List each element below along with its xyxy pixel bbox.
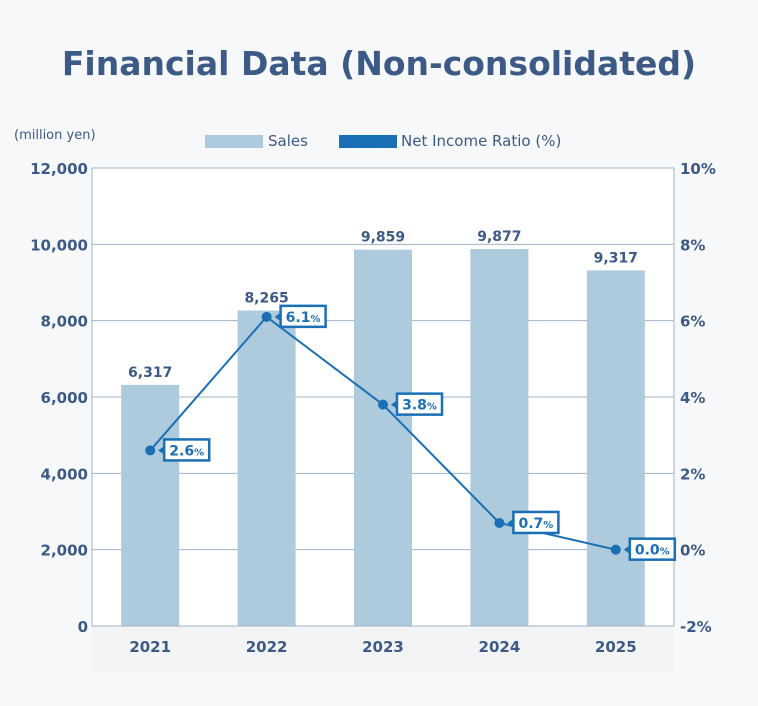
net-income-data-label: 3.8% [402, 398, 437, 414]
x-tick-label: 2025 [595, 638, 637, 656]
left-tick-label: 0 [78, 618, 88, 636]
left-tick-label: 10,000 [30, 236, 88, 254]
unit-label: (million yen) [14, 128, 96, 143]
sales-bar [470, 249, 529, 626]
legend-swatch-net-income [339, 135, 397, 148]
percent-sign: % [427, 402, 437, 413]
left-tick-label: 2,000 [41, 542, 88, 560]
left-tick-label: 4,000 [41, 465, 88, 483]
sales-data-label: 9,317 [594, 250, 638, 266]
left-tick-label: 12,000 [30, 160, 88, 178]
sales-data-label: 9,859 [361, 230, 405, 246]
sales-data-label: 8,265 [244, 291, 288, 307]
net-income-point [378, 399, 388, 410]
right-tick-label: 2% [680, 465, 705, 483]
net-income-point [261, 311, 272, 322]
x-axis-band [92, 626, 674, 672]
legend-label-net-income: Net Income Ratio (%) [401, 132, 561, 150]
right-tick-label: 4% [680, 389, 705, 407]
percent-sign: % [194, 447, 204, 458]
net-income-point [145, 445, 156, 456]
percent-sign: % [310, 314, 320, 325]
net-income-label-box [628, 537, 677, 561]
right-tick-label: 6% [680, 313, 705, 331]
sales-data-label: 9,877 [477, 229, 521, 245]
x-tick-label: 2022 [246, 638, 288, 656]
net-income-data-label: 0.0% [635, 543, 670, 559]
right-tick-label: -2% [680, 618, 712, 636]
sales-bar [586, 270, 645, 626]
right-tick-label: 8% [680, 236, 705, 254]
net-income-data-label: 0.7% [518, 516, 553, 532]
x-tick-label: 2021 [129, 638, 171, 656]
net-income-label-box [395, 392, 444, 416]
percent-sign: % [660, 547, 670, 558]
percent-sign: % [543, 520, 553, 531]
sales-bar [354, 249, 412, 626]
legend-label-sales: Sales [268, 132, 308, 150]
left-tick-label: 8,000 [41, 313, 88, 331]
sales-bar [121, 384, 180, 626]
right-tick-label: 10% [680, 160, 716, 178]
right-tick-label: 0% [680, 542, 705, 560]
net-income-data-label: 6.1% [286, 310, 321, 326]
net-income-data-label: 2.6% [169, 443, 204, 459]
x-tick-label: 2023 [362, 638, 404, 656]
net-income-point [610, 544, 621, 555]
chart-title: Financial Data (Non-consolidated) [61, 44, 697, 83]
legend-swatch-sales [205, 135, 263, 148]
net-income-label-box [279, 304, 327, 329]
net-income-label-box [162, 438, 211, 462]
net-income-label-box [512, 510, 560, 535]
sales-bar [237, 310, 296, 626]
x-tick-label: 2024 [479, 638, 521, 656]
net-income-point [494, 517, 505, 528]
sales-data-label: 6,317 [128, 365, 172, 381]
left-tick-label: 6,000 [41, 389, 88, 407]
